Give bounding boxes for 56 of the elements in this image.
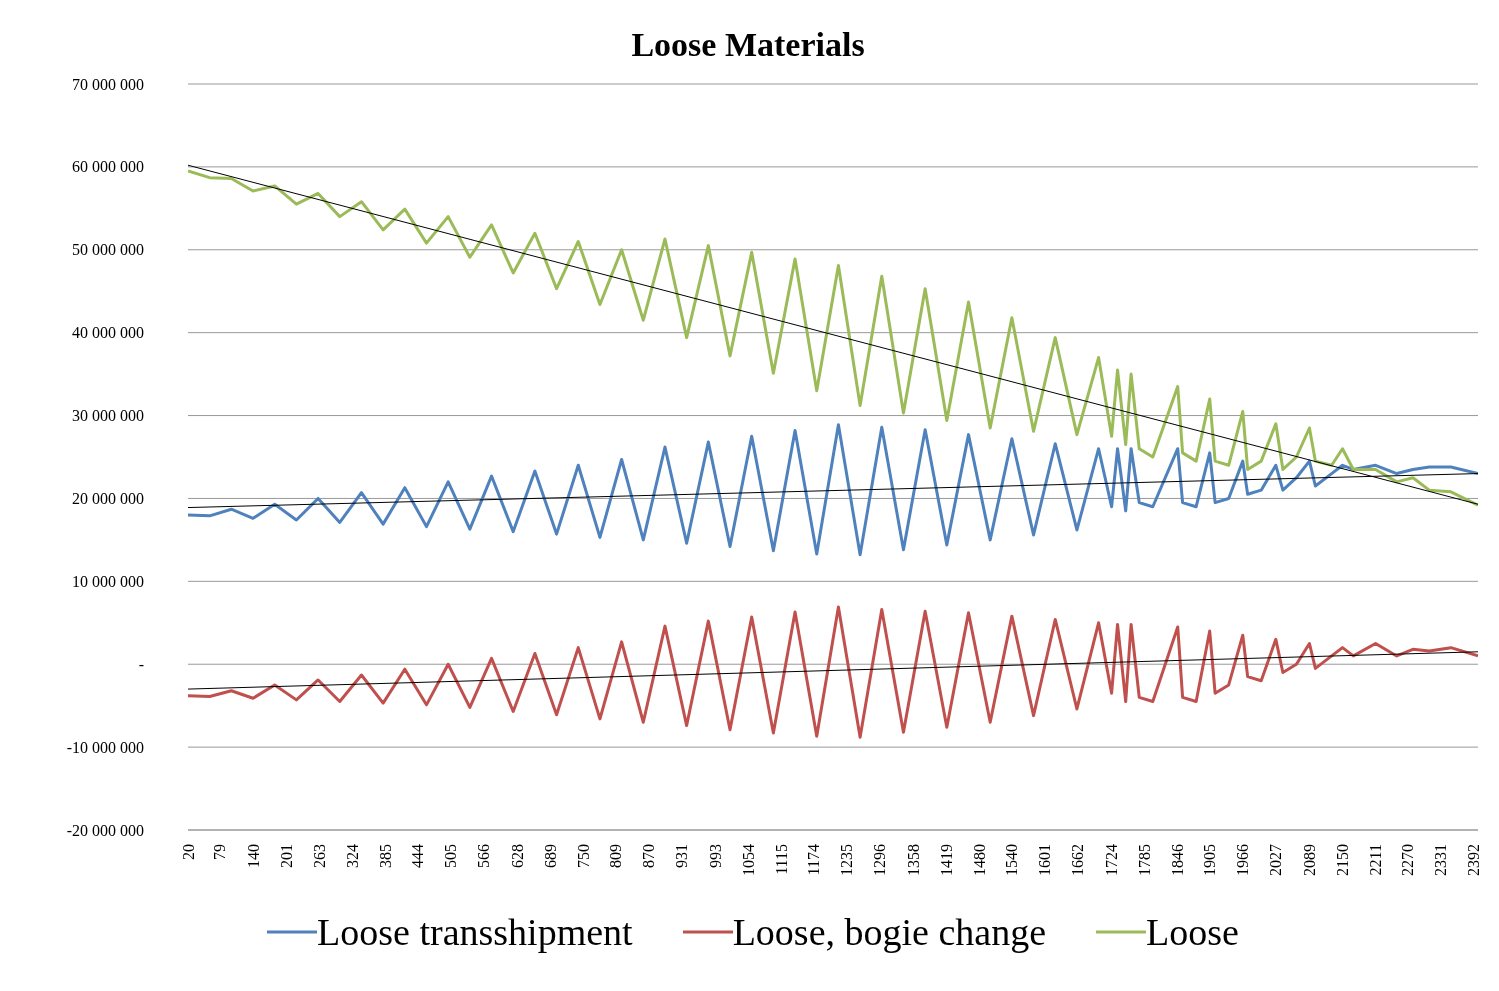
x-tick-label: 201 — [277, 844, 295, 868]
x-tick-label: 1115 — [773, 844, 791, 875]
x-tick-label: 2270 — [1399, 844, 1417, 876]
x-tick-label: 1419 — [937, 844, 955, 876]
x-tick-label: 324 — [344, 844, 362, 868]
y-tick-label: 10 000 000 — [72, 572, 144, 590]
x-tick-label: 1846 — [1169, 844, 1187, 876]
x-tick-label: 809 — [607, 844, 625, 868]
x-tick-label: 20 — [179, 844, 197, 860]
x-tick-label: 1905 — [1201, 844, 1219, 876]
x-tick-label: 263 — [311, 844, 329, 868]
x-tick-label: 2027 — [1267, 844, 1285, 876]
x-tick-label: 1724 — [1103, 844, 1121, 876]
y-tick-label: 70 000 000 — [72, 75, 144, 93]
x-tick-label: 1662 — [1069, 844, 1087, 876]
x-tick-label: 2331 — [1432, 844, 1450, 876]
x-tick-label: 1540 — [1003, 844, 1021, 876]
x-tick-label: 2211 — [1367, 844, 1385, 876]
x-tick-label: 1235 — [838, 844, 856, 876]
legend-label: Loose transshipment — [317, 910, 633, 954]
x-tick-label: 628 — [509, 844, 527, 868]
y-tick-label: 40 000 000 — [72, 324, 144, 342]
legend-label: Loose — [1146, 910, 1239, 954]
line-series — [188, 605, 1478, 739]
x-tick-label: 79 — [211, 844, 229, 860]
legend-label: Loose, bogie change — [732, 910, 1047, 954]
x-tick-label: 993 — [706, 844, 724, 868]
x-tick-label: 1480 — [970, 844, 988, 876]
x-tick-label: 1054 — [739, 844, 757, 876]
x-tick-label: 385 — [377, 844, 395, 868]
y-tick-label: -20 000 000 — [66, 821, 144, 839]
x-tick-label: 1174 — [804, 844, 822, 876]
chart-title: Loose Materials — [630, 25, 866, 64]
y-tick-label: 30 000 000 — [72, 407, 144, 425]
x-tick-label: 140 — [244, 844, 262, 868]
y-tick-label: 60 000 000 — [72, 158, 144, 176]
x-tick-label: 1785 — [1136, 844, 1154, 876]
y-tick-label: 20 000 000 — [72, 489, 144, 507]
x-tick-label: 1601 — [1036, 844, 1054, 876]
x-tick-label: 870 — [640, 844, 658, 868]
x-tick-label: 566 — [475, 844, 493, 868]
y-tick-label: -10 000 000 — [66, 738, 144, 756]
x-tick-label: 1296 — [871, 844, 889, 876]
x-tick-label: 1966 — [1234, 844, 1252, 876]
y-tick-label: - — [138, 655, 144, 673]
x-tick-label: 2089 — [1300, 844, 1318, 876]
x-tick-label: 689 — [542, 844, 560, 868]
x-tick-label: 505 — [442, 844, 460, 868]
x-tick-label: 444 — [409, 844, 427, 868]
x-tick-label: 750 — [575, 844, 593, 868]
line-series — [188, 423, 1478, 557]
y-tick-label: 50 000 000 — [72, 241, 144, 259]
x-tick-label: 931 — [673, 844, 691, 868]
x-tick-label: 2392 — [1465, 844, 1483, 876]
x-tick-label: 2150 — [1334, 844, 1351, 876]
x-tick-label: 1358 — [904, 844, 922, 876]
